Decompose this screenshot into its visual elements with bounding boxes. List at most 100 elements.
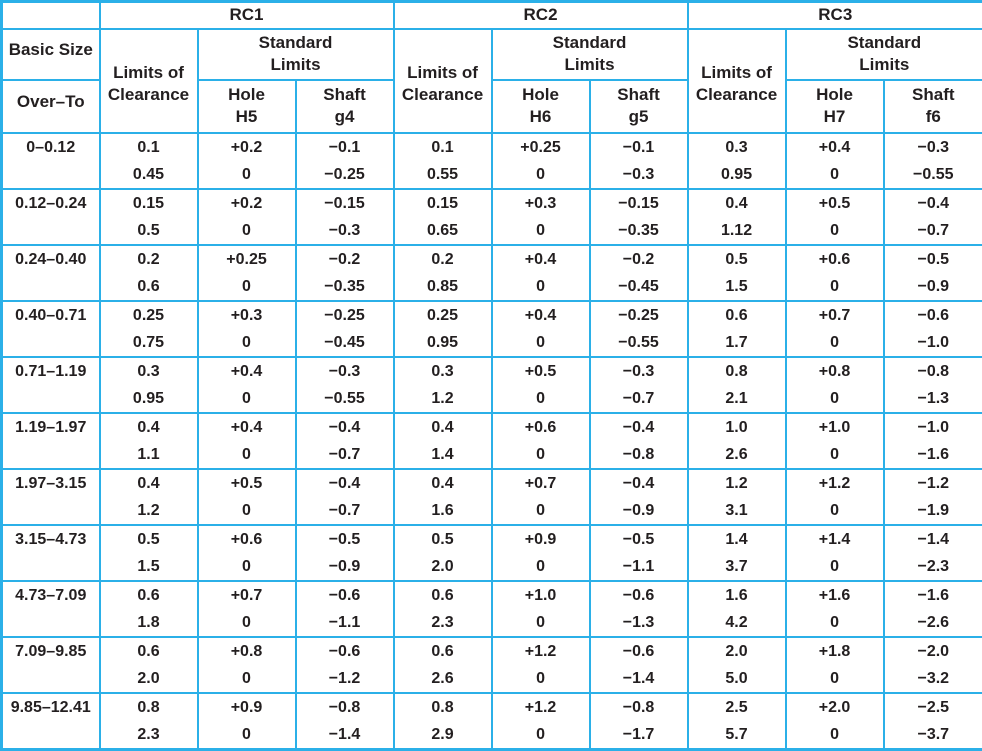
limit-value: −0.4	[591, 471, 687, 497]
limit-value: 0.6	[395, 639, 491, 665]
limit-value: 0	[493, 442, 589, 468]
rc3-hole-header: Hole H7	[786, 80, 884, 133]
limit-value: 0.95	[101, 386, 197, 412]
limit-value: 0.8	[395, 695, 491, 721]
limit-value: 0	[493, 498, 589, 524]
limit-value: 0	[493, 386, 589, 412]
limit-value: +0.7	[493, 471, 589, 497]
limit-value: −0.2	[591, 247, 687, 273]
basic-size-range: 1.19–1.97	[3, 415, 99, 441]
limit-value: 0.6	[395, 583, 491, 609]
limit-value: 1.2	[101, 498, 197, 524]
limit-value: 0	[199, 610, 295, 636]
limit-value: −0.1	[591, 135, 687, 161]
rc3-class-header: RC3	[688, 2, 982, 29]
limit-value: 2.0	[689, 639, 785, 665]
basic-size-cell: 0.24–0.40	[2, 245, 100, 301]
rc3-standard-limits-header: Standard Limits	[786, 29, 982, 80]
limit-value: −0.8	[591, 695, 687, 721]
limit-value: −0.9	[297, 554, 393, 580]
limit-value: 0	[199, 162, 295, 188]
rc2-hole-header: Hole H6	[492, 80, 590, 133]
limit-value: 0.4	[395, 471, 491, 497]
value-cell: −0.6−1.4	[590, 637, 688, 693]
corner-cell	[2, 2, 100, 29]
basic-size-cell: 9.85–12.41	[2, 693, 100, 750]
limit-value: −0.3	[591, 162, 687, 188]
limit-value: 0	[493, 610, 589, 636]
limit-value: 1.4	[689, 527, 785, 553]
limit-value: −0.6	[297, 583, 393, 609]
limit-value: 0	[493, 330, 589, 356]
basic-size-cell: 1.19–1.97	[2, 413, 100, 469]
basic-size-range: 0.40–0.71	[3, 303, 99, 329]
limit-value: 0.3	[689, 135, 785, 161]
limit-value: −1.3	[885, 386, 982, 412]
limit-value: +0.9	[199, 695, 295, 721]
basic-size-cell: 3.15–4.73	[2, 525, 100, 581]
limit-value: −1.1	[591, 554, 687, 580]
value-cell: −0.2−0.35	[296, 245, 394, 301]
limit-value: −0.1	[297, 135, 393, 161]
limit-value: 0	[493, 162, 589, 188]
limit-value: −0.8	[885, 359, 982, 385]
class-header-row: RC1 RC2 RC3	[2, 2, 982, 29]
value-cell: −0.1−0.3	[590, 133, 688, 189]
limit-value: 0.2	[101, 247, 197, 273]
limit-value: 0.8	[689, 359, 785, 385]
limit-value: +0.7	[787, 303, 883, 329]
limit-value: −0.7	[297, 498, 393, 524]
limit-value: +0.4	[493, 303, 589, 329]
limit-value: 2.3	[395, 610, 491, 636]
basic-size-range: 0.71–1.19	[3, 359, 99, 385]
value-cell: −0.6−1.0	[884, 301, 982, 357]
limit-value: −2.6	[885, 610, 982, 636]
value-cell: −0.5−0.9	[296, 525, 394, 581]
basic-size-cell: 0–0.12	[2, 133, 100, 189]
limit-value: −1.1	[297, 610, 393, 636]
limit-value: 0	[493, 666, 589, 692]
limit-value: 1.6	[689, 583, 785, 609]
rc2-class-header: RC2	[394, 2, 688, 29]
limit-value: 2.1	[689, 386, 785, 412]
limit-value: −0.5	[591, 527, 687, 553]
limit-value: 0	[787, 610, 883, 636]
limit-value: 0	[199, 722, 295, 748]
limit-value: −0.55	[297, 386, 393, 412]
value-cell: −0.25−0.55	[590, 301, 688, 357]
value-cell: −0.4−0.8	[590, 413, 688, 469]
limit-value: −2.3	[885, 554, 982, 580]
limit-value: 0	[493, 722, 589, 748]
limit-value: 2.5	[689, 695, 785, 721]
limit-value: +1.2	[787, 471, 883, 497]
value-cell: −0.25−0.45	[296, 301, 394, 357]
limit-value: −0.6	[591, 583, 687, 609]
limit-value: +0.25	[199, 247, 295, 273]
limit-value: 0.45	[101, 162, 197, 188]
limit-value: −1.7	[591, 722, 687, 748]
limit-value: 0.4	[689, 191, 785, 217]
limit-value: 1.8	[101, 610, 197, 636]
limit-value: −3.7	[885, 722, 982, 748]
